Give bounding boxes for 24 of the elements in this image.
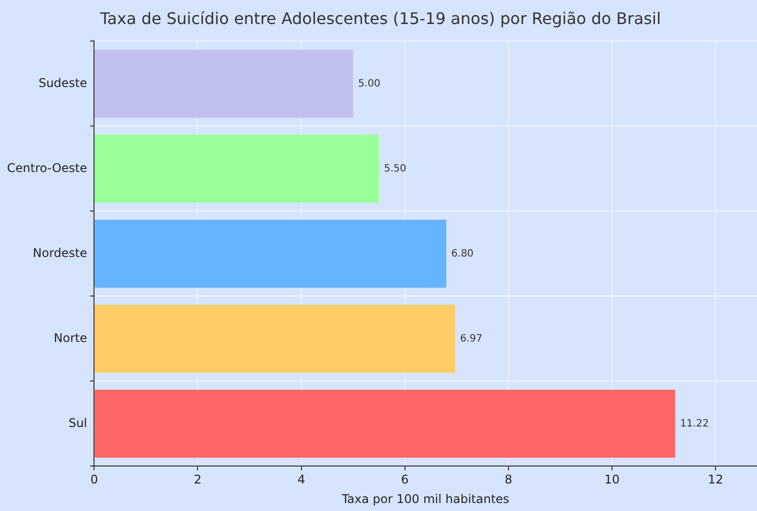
x-tick-label: 10 (604, 472, 620, 487)
x-tick-label: 12 (708, 472, 724, 487)
x-tick-label: 2 (194, 472, 202, 487)
y-tick-label: Centro-Oeste (7, 160, 88, 175)
x-tick-label: 4 (297, 472, 306, 487)
bar (94, 304, 456, 373)
x-tick-label: 6 (401, 472, 409, 487)
data-label: 5.50 (384, 163, 406, 174)
data-label: 6.97 (460, 333, 482, 344)
y-tick-label: Sul (68, 416, 88, 430)
data-label: 5.00 (358, 78, 380, 90)
chart-title: Taxa de Suicídio entre Adolescentes (15-19 anos) por Região do Brasil (99, 8, 661, 28)
y-tick-label: Nordeste (32, 246, 88, 260)
bar (94, 220, 446, 288)
x-tick-label: 8 (504, 472, 512, 487)
data-label: 6.80 (451, 248, 474, 260)
data-label: 11.22 (680, 418, 709, 430)
bar (94, 50, 354, 118)
y-tick-label: Norte (54, 330, 88, 345)
y-tick-label: Sudeste (38, 76, 88, 90)
bar (94, 134, 379, 203)
x-axis-title: Taxa por 100 mil habitantes (340, 492, 510, 506)
x-tick-label: 0 (90, 472, 98, 487)
bar (94, 390, 676, 458)
